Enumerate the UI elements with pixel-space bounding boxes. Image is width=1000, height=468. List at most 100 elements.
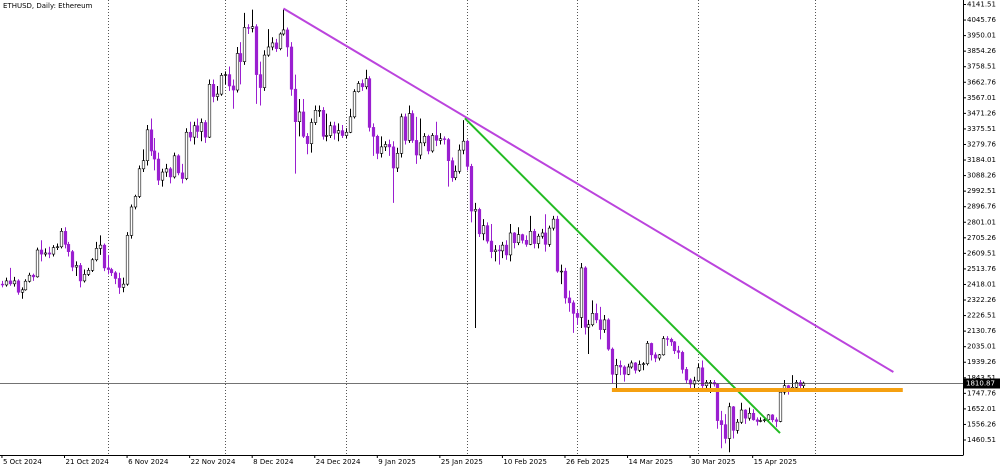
y-tick-label: 2801.01 <box>967 218 996 226</box>
y-tick-label: 3854.26 <box>967 47 996 55</box>
candle-body <box>109 269 114 274</box>
y-tick-label: 1747.76 <box>967 389 996 397</box>
candle-body <box>770 414 775 421</box>
candle-body <box>395 153 400 169</box>
candle-body <box>665 338 670 340</box>
y-tick-label: 2513.76 <box>967 265 996 273</box>
candle-body <box>794 382 799 388</box>
candle-body <box>188 131 193 138</box>
candle-body <box>508 232 513 256</box>
candle-body <box>497 249 502 252</box>
x-tick-label: 14 Mar 2025 <box>629 458 673 466</box>
candle-body <box>145 129 150 161</box>
y-tick-label: 3662.76 <box>967 78 996 86</box>
candle-body <box>231 85 236 91</box>
chart-title: ETHUSD, Daily: Ethereum <box>3 2 93 10</box>
candle-body <box>801 382 806 386</box>
candle-body <box>739 409 744 423</box>
y-tick-label: 1556.26 <box>967 420 996 428</box>
candle-body <box>516 234 521 244</box>
candle-body <box>332 125 337 134</box>
candle-body <box>113 272 118 279</box>
y-tick-label: 3950.01 <box>967 32 996 40</box>
candle-body <box>176 155 181 174</box>
candle-body <box>313 110 318 123</box>
candle-body <box>70 251 75 268</box>
y-tick-label: 3088.26 <box>967 172 996 180</box>
candle-body <box>317 110 322 112</box>
candle-body <box>379 146 384 154</box>
y-tick-label: 2609.51 <box>967 249 996 257</box>
candle-body <box>270 42 275 48</box>
candle-body <box>594 313 599 321</box>
candle-body <box>727 406 732 439</box>
candle-body <box>657 354 662 359</box>
candle-body <box>504 244 509 256</box>
candle-body <box>700 367 705 386</box>
candle-body <box>583 267 588 328</box>
candle-body <box>751 412 756 421</box>
candle-body <box>704 382 709 386</box>
candle-body <box>289 46 294 90</box>
y-tick-label: 4141.51 <box>967 0 996 8</box>
candle-body <box>543 232 548 245</box>
candle-body <box>98 244 103 249</box>
candle-body <box>649 343 654 356</box>
candle-body <box>211 84 216 97</box>
candle-body <box>450 160 455 179</box>
candle-body <box>4 280 9 286</box>
y-tick-label: 2418.01 <box>967 280 996 288</box>
candle-body <box>352 91 357 118</box>
trendlines <box>0 7 963 434</box>
candle-body <box>262 54 267 88</box>
candle-body <box>399 116 404 154</box>
candle-body <box>285 29 290 48</box>
candle-body <box>461 140 466 151</box>
candle-body <box>493 249 498 252</box>
x-tick-label: 24 Dec 2024 <box>316 458 361 466</box>
candle-body <box>669 339 674 343</box>
candle-body <box>473 209 478 212</box>
candle-body <box>610 348 615 375</box>
candle-body <box>563 270 568 299</box>
candle-body <box>344 131 349 136</box>
candle-body <box>360 83 365 88</box>
candle-body <box>766 414 771 421</box>
candle-body <box>23 280 28 291</box>
candle-body <box>121 283 126 288</box>
candle-body <box>199 122 204 132</box>
candle-body <box>520 234 525 241</box>
candle-body <box>207 84 212 138</box>
candle-body <box>137 168 142 197</box>
x-tick-label: 21 Oct 2024 <box>66 458 110 466</box>
y-tick-label: 3375.51 <box>967 125 996 133</box>
candle-body <box>129 206 134 236</box>
candle-body <box>551 218 556 229</box>
candle-body <box>758 420 763 422</box>
candle-body <box>528 231 533 245</box>
candle-body <box>184 131 189 179</box>
candle-body <box>246 27 251 29</box>
candle-body <box>579 267 584 318</box>
candle-body <box>426 136 431 152</box>
candle-body <box>442 138 447 140</box>
candle-body <box>168 168 173 178</box>
candle-body <box>59 231 64 248</box>
candle-body <box>641 363 646 365</box>
candle-body <box>195 125 200 132</box>
y-tick-label: 1652.01 <box>967 405 996 413</box>
candle-body <box>301 111 306 137</box>
candle-body <box>633 362 638 371</box>
candle-body <box>477 209 482 235</box>
candle-body <box>500 244 505 252</box>
candle-body <box>614 365 619 375</box>
x-tick-label: 10 Feb 2025 <box>503 458 547 466</box>
candle-body <box>266 46 271 56</box>
candle-body <box>74 265 79 268</box>
x-tick-label: 26 Feb 2025 <box>566 458 610 466</box>
candle-body <box>152 150 157 160</box>
candle-body <box>606 319 611 350</box>
candle-body <box>672 341 677 352</box>
